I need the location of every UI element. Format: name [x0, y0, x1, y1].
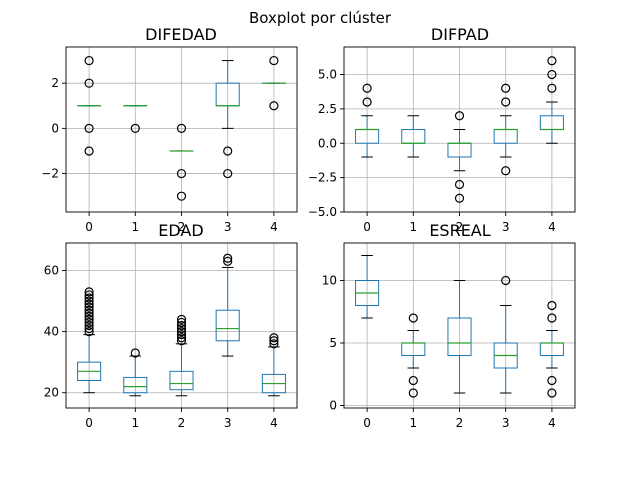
x-tick-label: 3: [502, 220, 510, 234]
y-tick-label: 2: [51, 76, 59, 90]
subplot-title-difedad: DIFEDAD: [145, 25, 217, 44]
y-tick-label: 40: [44, 325, 59, 339]
y-tick-label: −2: [41, 167, 59, 181]
y-tick-label: 10: [322, 274, 337, 288]
y-tick-label: 20: [44, 386, 59, 400]
subplot-title-esreal: ESREAL: [429, 221, 490, 240]
x-tick-label: 0: [363, 416, 371, 430]
x-tick-label: 1: [131, 220, 139, 234]
y-tick-label: −5.0: [308, 205, 337, 219]
x-tick-label: 4: [270, 416, 278, 430]
x-tick-label: 0: [363, 220, 371, 234]
x-tick-label: 1: [409, 220, 417, 234]
x-tick-label: 4: [270, 220, 278, 234]
y-tick-label: 60: [44, 264, 59, 278]
x-tick-label: 2: [178, 416, 186, 430]
x-tick-label: 3: [224, 416, 232, 430]
y-tick-label: −2.5: [308, 171, 337, 185]
y-tick-label: 5: [329, 336, 337, 350]
y-tick-label: 0: [51, 121, 59, 135]
x-tick-label: 3: [224, 220, 232, 234]
x-tick-label: 0: [85, 220, 93, 234]
figure-suptitle: Boxplot por clúster: [249, 9, 392, 27]
x-tick-label: 2: [456, 416, 464, 430]
y-tick-label: 0: [329, 399, 337, 413]
x-tick-label: 1: [131, 416, 139, 430]
x-tick-label: 3: [502, 416, 510, 430]
y-tick-label: 2.5: [318, 102, 337, 116]
y-tick-label: 5.0: [318, 68, 337, 82]
y-tick-label: 0.0: [318, 136, 337, 150]
subplot-title-difpad: DIFPAD: [431, 25, 489, 44]
x-tick-label: 1: [409, 416, 417, 430]
x-tick-label: 0: [85, 416, 93, 430]
subplot-title-edad: EDAD: [158, 221, 203, 240]
x-tick-label: 4: [548, 416, 556, 430]
x-tick-label: 4: [548, 220, 556, 234]
